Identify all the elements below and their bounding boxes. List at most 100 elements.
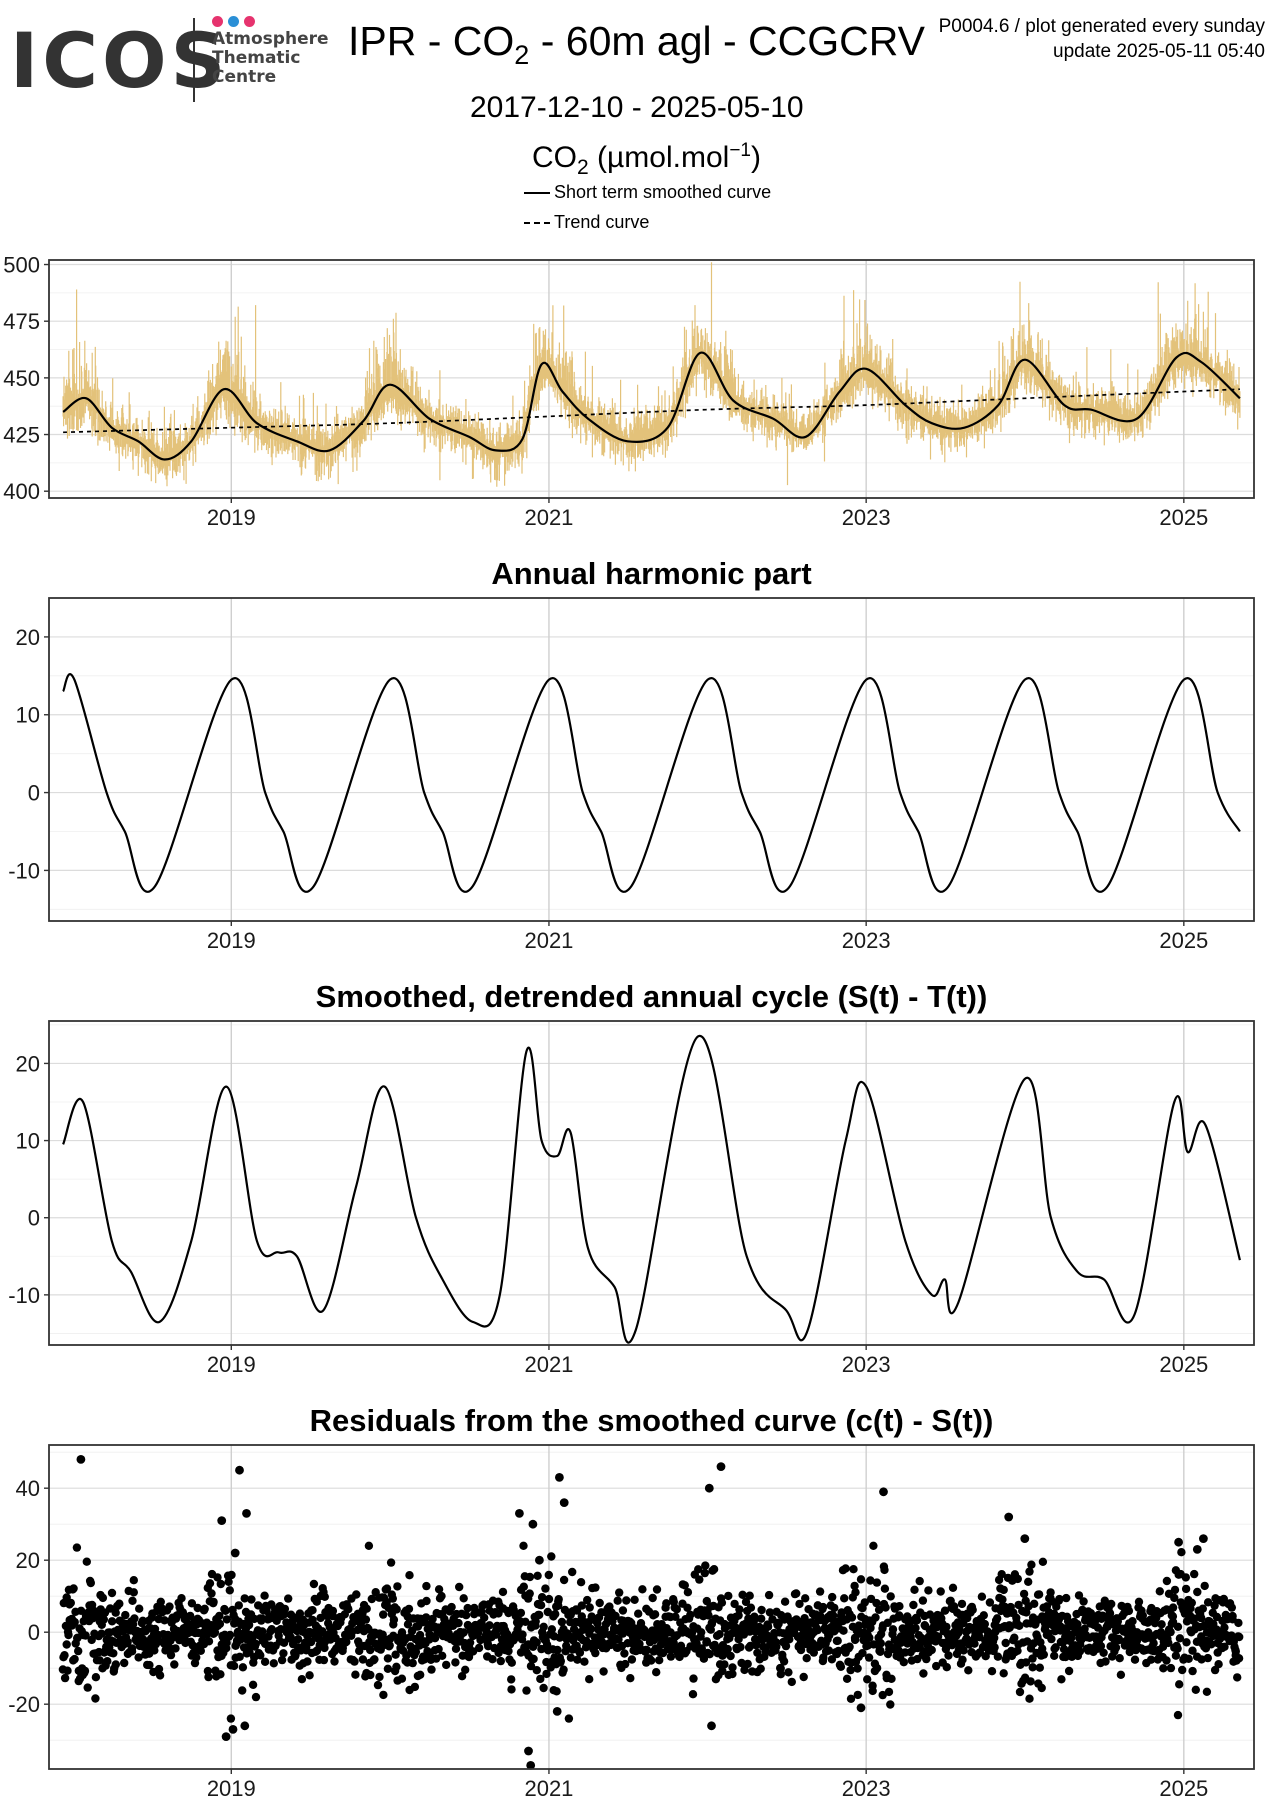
residual-point xyxy=(516,1608,526,1618)
residual-point xyxy=(666,1652,676,1661)
residual-point xyxy=(702,1637,712,1646)
residual-point xyxy=(869,1541,878,1551)
residual-point xyxy=(979,1611,988,1620)
residual-point xyxy=(746,1603,756,1612)
residual-outlier-point xyxy=(552,1707,562,1716)
y-tick-label: 425 xyxy=(3,423,40,448)
residual-point xyxy=(1062,1593,1071,1603)
residual-point xyxy=(308,1606,317,1615)
residual-point xyxy=(745,1591,754,1600)
residual-point xyxy=(1015,1687,1025,1697)
residual-point xyxy=(1203,1653,1213,1663)
residual-point xyxy=(701,1561,710,1570)
residual-point xyxy=(305,1671,314,1680)
residual-point xyxy=(868,1681,877,1690)
x-tick-label: 2023 xyxy=(842,505,891,530)
residual-point xyxy=(1178,1665,1187,1675)
residual-point xyxy=(694,1565,703,1574)
residual-point xyxy=(408,1658,417,1668)
residual-point xyxy=(709,1565,719,1574)
residual-point xyxy=(726,1651,735,1661)
residual-point xyxy=(697,1628,706,1637)
residual-point xyxy=(1170,1585,1180,1595)
residual-point xyxy=(82,1557,92,1566)
residual-point xyxy=(411,1647,421,1657)
residual-point xyxy=(461,1665,470,1675)
residual-point xyxy=(1001,1638,1010,1648)
residual-point xyxy=(652,1585,662,1594)
residual-point xyxy=(730,1599,739,1609)
generation-info: P0004.6 / plot generated every sunday up… xyxy=(939,14,1265,64)
residual-point xyxy=(385,1641,394,1650)
residual-point xyxy=(787,1677,796,1687)
y-tick-label: -20 xyxy=(8,1692,40,1717)
residual-point xyxy=(735,1605,744,1614)
residual-point xyxy=(556,1656,565,1666)
residual-point xyxy=(1164,1638,1173,1648)
residual-point xyxy=(438,1651,447,1661)
residual-point xyxy=(851,1588,860,1597)
residual-point xyxy=(320,1643,329,1653)
residual-point xyxy=(1228,1611,1237,1621)
residual-point xyxy=(123,1637,132,1647)
residual-point xyxy=(662,1599,671,1608)
residual-point xyxy=(818,1602,828,1612)
residual-point xyxy=(422,1581,431,1591)
residual-point xyxy=(1168,1603,1178,1612)
residual-point xyxy=(457,1672,467,1681)
residual-point xyxy=(824,1646,834,1655)
residual-point xyxy=(887,1674,896,1684)
residual-point xyxy=(927,1645,936,1655)
residual-point xyxy=(165,1602,174,1611)
residual-point xyxy=(577,1601,586,1610)
residual-point xyxy=(293,1635,303,1644)
residual-point xyxy=(899,1658,908,1667)
residual-point xyxy=(120,1658,129,1668)
residual-point xyxy=(351,1670,360,1679)
residual-point xyxy=(634,1609,643,1618)
residual-point xyxy=(519,1582,528,1591)
residual-outlier-point xyxy=(526,1761,536,1770)
residual-point xyxy=(86,1578,96,1588)
residual-point xyxy=(915,1576,924,1586)
residual-point xyxy=(689,1674,698,1683)
residual-point xyxy=(251,1639,260,1649)
residual-point xyxy=(1025,1567,1034,1576)
x-tick-label: 2021 xyxy=(524,1776,573,1800)
residual-point xyxy=(638,1585,647,1594)
residual-point xyxy=(886,1700,895,1709)
x-tick-label: 2023 xyxy=(842,1352,891,1377)
residual-point xyxy=(544,1594,554,1604)
residual-point xyxy=(990,1643,999,1652)
residual-point xyxy=(683,1588,693,1597)
residual-point xyxy=(671,1612,680,1622)
residual-point xyxy=(993,1614,1002,1623)
residual-point xyxy=(316,1613,325,1623)
residual-point xyxy=(63,1666,72,1675)
residual-point xyxy=(566,1653,576,1662)
residual-point xyxy=(342,1637,351,1647)
residual-point xyxy=(627,1655,637,1664)
residual-point xyxy=(680,1581,689,1590)
residual-point xyxy=(238,1686,247,1695)
residual-point xyxy=(772,1642,781,1651)
residual-point xyxy=(521,1617,530,1627)
x-tick-label: 2021 xyxy=(524,1352,573,1377)
residual-point xyxy=(656,1640,666,1650)
residual-point xyxy=(187,1599,197,1608)
residual-point xyxy=(539,1683,548,1693)
residual-point xyxy=(764,1590,774,1600)
y-tick-label: 450 xyxy=(3,366,40,391)
panel-frame xyxy=(48,1444,1255,1770)
residual-point xyxy=(1202,1687,1212,1697)
x-tick-label: 2023 xyxy=(842,928,891,953)
residual-point xyxy=(1116,1670,1126,1680)
residual-point xyxy=(925,1610,935,1619)
logo-dot-blue-icon xyxy=(228,16,239,27)
residual-point xyxy=(496,1656,505,1666)
residual-point xyxy=(776,1670,785,1679)
residual-point xyxy=(1214,1660,1223,1669)
residual-point xyxy=(872,1578,882,1587)
residual-point xyxy=(60,1673,70,1683)
residual-point xyxy=(1188,1646,1197,1655)
